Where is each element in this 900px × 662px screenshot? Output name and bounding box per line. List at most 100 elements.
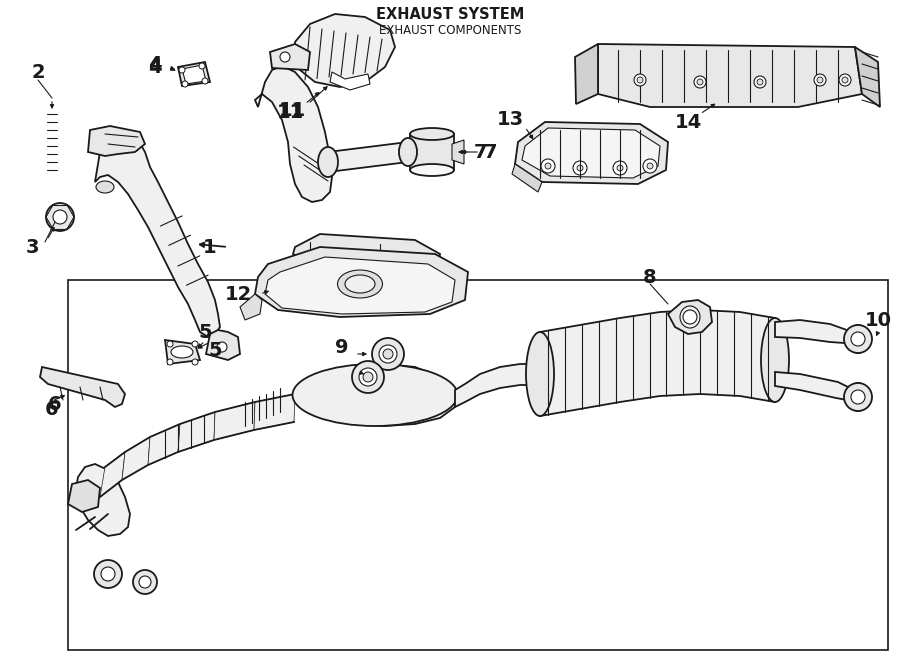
Text: 4: 4: [148, 54, 162, 73]
Polygon shape: [598, 44, 862, 107]
Text: 1: 1: [203, 238, 217, 256]
Polygon shape: [240, 294, 262, 320]
Circle shape: [179, 67, 185, 73]
Polygon shape: [452, 140, 464, 164]
Ellipse shape: [849, 325, 867, 353]
Polygon shape: [295, 364, 455, 426]
Polygon shape: [75, 464, 130, 536]
Polygon shape: [775, 372, 858, 402]
Circle shape: [46, 203, 74, 231]
Circle shape: [541, 159, 555, 173]
Ellipse shape: [761, 318, 789, 402]
Circle shape: [643, 159, 657, 173]
Polygon shape: [255, 66, 332, 202]
Circle shape: [133, 570, 157, 594]
Circle shape: [637, 77, 643, 83]
Polygon shape: [515, 122, 668, 184]
Text: EXHAUST COMPONENTS: EXHAUST COMPONENTS: [379, 23, 521, 36]
Circle shape: [757, 79, 763, 85]
Circle shape: [839, 74, 851, 86]
Ellipse shape: [318, 147, 338, 177]
Text: 11: 11: [278, 101, 306, 120]
Polygon shape: [182, 65, 206, 84]
Ellipse shape: [171, 346, 193, 358]
Circle shape: [817, 77, 823, 83]
Polygon shape: [178, 412, 215, 452]
Circle shape: [545, 163, 551, 169]
Circle shape: [683, 310, 697, 324]
Text: 12: 12: [224, 285, 252, 303]
Polygon shape: [148, 424, 180, 465]
Circle shape: [842, 77, 848, 83]
Circle shape: [844, 325, 872, 353]
Circle shape: [617, 165, 623, 171]
Circle shape: [851, 390, 865, 404]
Polygon shape: [668, 300, 712, 334]
Circle shape: [192, 359, 198, 365]
Polygon shape: [522, 128, 660, 178]
Circle shape: [613, 161, 627, 175]
Polygon shape: [88, 126, 145, 156]
Circle shape: [352, 361, 384, 393]
Circle shape: [383, 349, 393, 359]
Ellipse shape: [410, 164, 454, 176]
Text: 14: 14: [674, 113, 702, 132]
Polygon shape: [540, 310, 775, 416]
Polygon shape: [270, 44, 310, 70]
Polygon shape: [122, 437, 150, 480]
Circle shape: [754, 76, 766, 88]
Circle shape: [697, 79, 703, 85]
Circle shape: [167, 359, 173, 365]
Polygon shape: [330, 72, 370, 90]
Polygon shape: [410, 134, 454, 170]
Polygon shape: [100, 452, 125, 497]
Circle shape: [280, 52, 290, 62]
Polygon shape: [775, 320, 858, 344]
Bar: [68, 280, 888, 650]
Polygon shape: [512, 164, 542, 192]
Circle shape: [359, 368, 377, 386]
Polygon shape: [265, 257, 455, 314]
Text: 7: 7: [473, 142, 487, 162]
Polygon shape: [255, 247, 468, 317]
Circle shape: [101, 567, 115, 581]
Text: 3: 3: [25, 238, 39, 256]
Text: EXHAUST SYSTEM: EXHAUST SYSTEM: [376, 7, 524, 21]
Circle shape: [167, 341, 173, 347]
Polygon shape: [95, 134, 220, 337]
Polygon shape: [254, 394, 295, 430]
Circle shape: [217, 342, 227, 352]
Circle shape: [202, 78, 208, 84]
Text: 6: 6: [45, 399, 58, 418]
Ellipse shape: [292, 364, 457, 426]
Ellipse shape: [338, 270, 382, 298]
Polygon shape: [206, 330, 240, 360]
Text: 5: 5: [198, 322, 212, 342]
Circle shape: [851, 332, 865, 346]
Polygon shape: [455, 364, 540, 407]
Text: 11: 11: [276, 103, 303, 122]
Circle shape: [577, 165, 583, 171]
Ellipse shape: [345, 275, 375, 293]
Ellipse shape: [680, 306, 700, 328]
Circle shape: [844, 383, 872, 411]
Polygon shape: [293, 234, 440, 272]
Text: 6: 6: [49, 395, 62, 414]
Ellipse shape: [410, 128, 454, 140]
Polygon shape: [40, 367, 125, 407]
Polygon shape: [165, 340, 200, 364]
Circle shape: [199, 63, 205, 69]
Polygon shape: [855, 47, 880, 107]
Circle shape: [182, 81, 188, 87]
Ellipse shape: [399, 138, 417, 166]
Ellipse shape: [526, 332, 554, 416]
Text: 8: 8: [644, 267, 657, 287]
Circle shape: [814, 74, 826, 86]
Ellipse shape: [849, 383, 867, 411]
Polygon shape: [68, 480, 100, 512]
Text: 5: 5: [208, 340, 221, 359]
Text: 10: 10: [865, 310, 892, 330]
Circle shape: [647, 163, 653, 169]
Polygon shape: [328, 142, 408, 172]
Circle shape: [363, 372, 373, 382]
